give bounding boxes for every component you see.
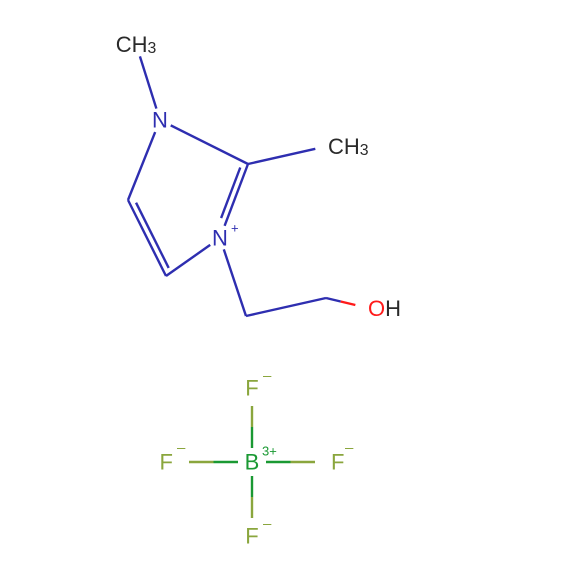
svg-text:–: –: [345, 440, 354, 457]
svg-text:F: F: [160, 450, 173, 475]
svg-text:B: B: [245, 450, 260, 475]
svg-text:+: +: [231, 221, 239, 236]
svg-text:OH: OH: [368, 296, 401, 321]
svg-text:–: –: [177, 440, 186, 457]
svg-text:3+: 3+: [262, 444, 277, 459]
svg-text:N: N: [212, 226, 228, 251]
svg-text:F: F: [245, 376, 258, 401]
svg-text:N: N: [152, 108, 168, 133]
svg-text:–: –: [263, 516, 272, 533]
svg-text:–: –: [263, 368, 272, 385]
svg-text:F: F: [331, 450, 344, 475]
svg-text:F: F: [245, 524, 258, 549]
molecule-diagram: NN+CH3CH3OHB3+F–F–F–F–: [0, 0, 587, 588]
